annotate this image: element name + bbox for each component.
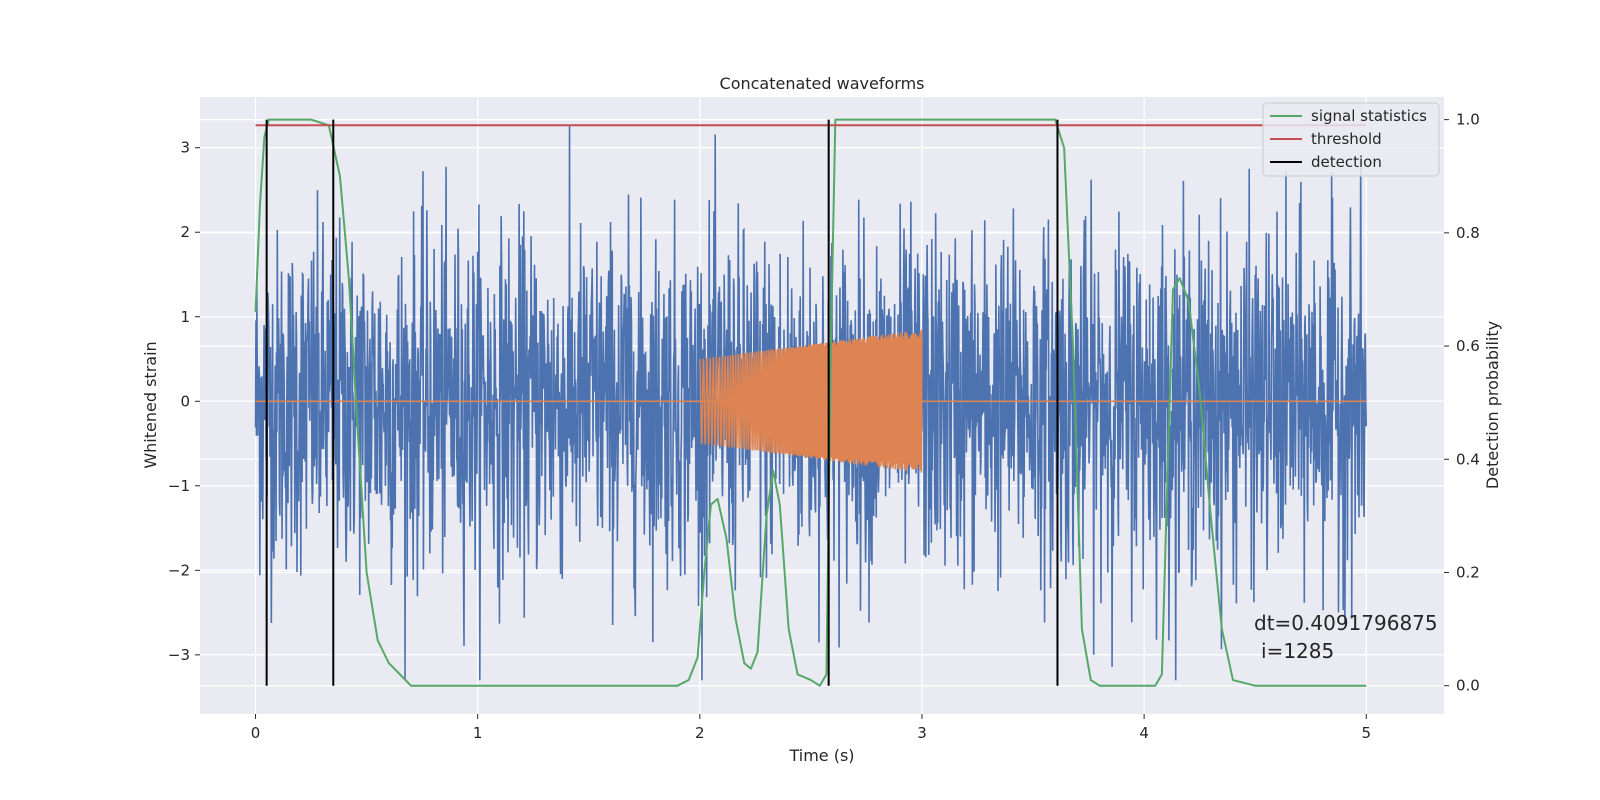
x-tick-label: 3: [917, 724, 927, 742]
x-tick-label: 2: [695, 724, 705, 742]
y2-tick-label: 0.0: [1456, 677, 1480, 695]
annotation-dt: dt=0.4091796875: [1254, 611, 1438, 635]
legend-label-threshold: threshold: [1311, 130, 1382, 148]
annotation: dt=0.4091796875 i=1285: [1254, 611, 1438, 663]
y-tick-label: −2: [168, 561, 190, 579]
y-axis-label: Whitened strain: [141, 341, 160, 468]
y2-tick-label: 0.8: [1456, 224, 1480, 242]
series-signal-statistics-line: [254, 118, 1367, 687]
y-tick-label: 3: [180, 139, 190, 157]
y2-tick-label: 0.4: [1456, 450, 1480, 468]
x-axis-label: Time (s): [788, 746, 854, 765]
x-axis-ticks: 0 1 2 3 4 5: [251, 714, 1371, 742]
legend-box: [1262, 102, 1440, 177]
y2-tick-label: 0.6: [1456, 337, 1480, 355]
y2-axis-label: Detection probability: [1483, 321, 1502, 489]
y-tick-label: 1: [180, 308, 190, 326]
y-tick-label: −3: [168, 646, 190, 664]
x-tick-label: 1: [473, 724, 483, 742]
y-tick-label: −1: [168, 477, 190, 495]
y-tick-label: 0: [180, 392, 190, 410]
y2-tick-label: 0.2: [1456, 563, 1480, 581]
y-tick-label: 2: [180, 223, 190, 241]
chart-title: Concatenated waveforms: [720, 74, 925, 93]
x-tick-label: 4: [1139, 724, 1149, 742]
series-waveform-chirp-line: [699, 329, 923, 473]
y2-axis-ticks: 0.0 0.2 0.4 0.6 0.8 1.0: [1444, 111, 1480, 695]
legend: signal statistics threshold detection: [1262, 102, 1440, 177]
legend-label-detection: detection: [1311, 153, 1382, 171]
series-layer: [254, 118, 1368, 687]
x-tick-label: 5: [1361, 724, 1371, 742]
annotation-i: i=1285: [1261, 639, 1334, 663]
legend-label-signal-statistics: signal statistics: [1311, 107, 1427, 125]
y2-tick-label: 1.0: [1456, 111, 1480, 129]
y-axis-ticks: −3 −2 −1 0 1 2 3: [168, 139, 200, 664]
x-tick-label: 0: [251, 724, 261, 742]
